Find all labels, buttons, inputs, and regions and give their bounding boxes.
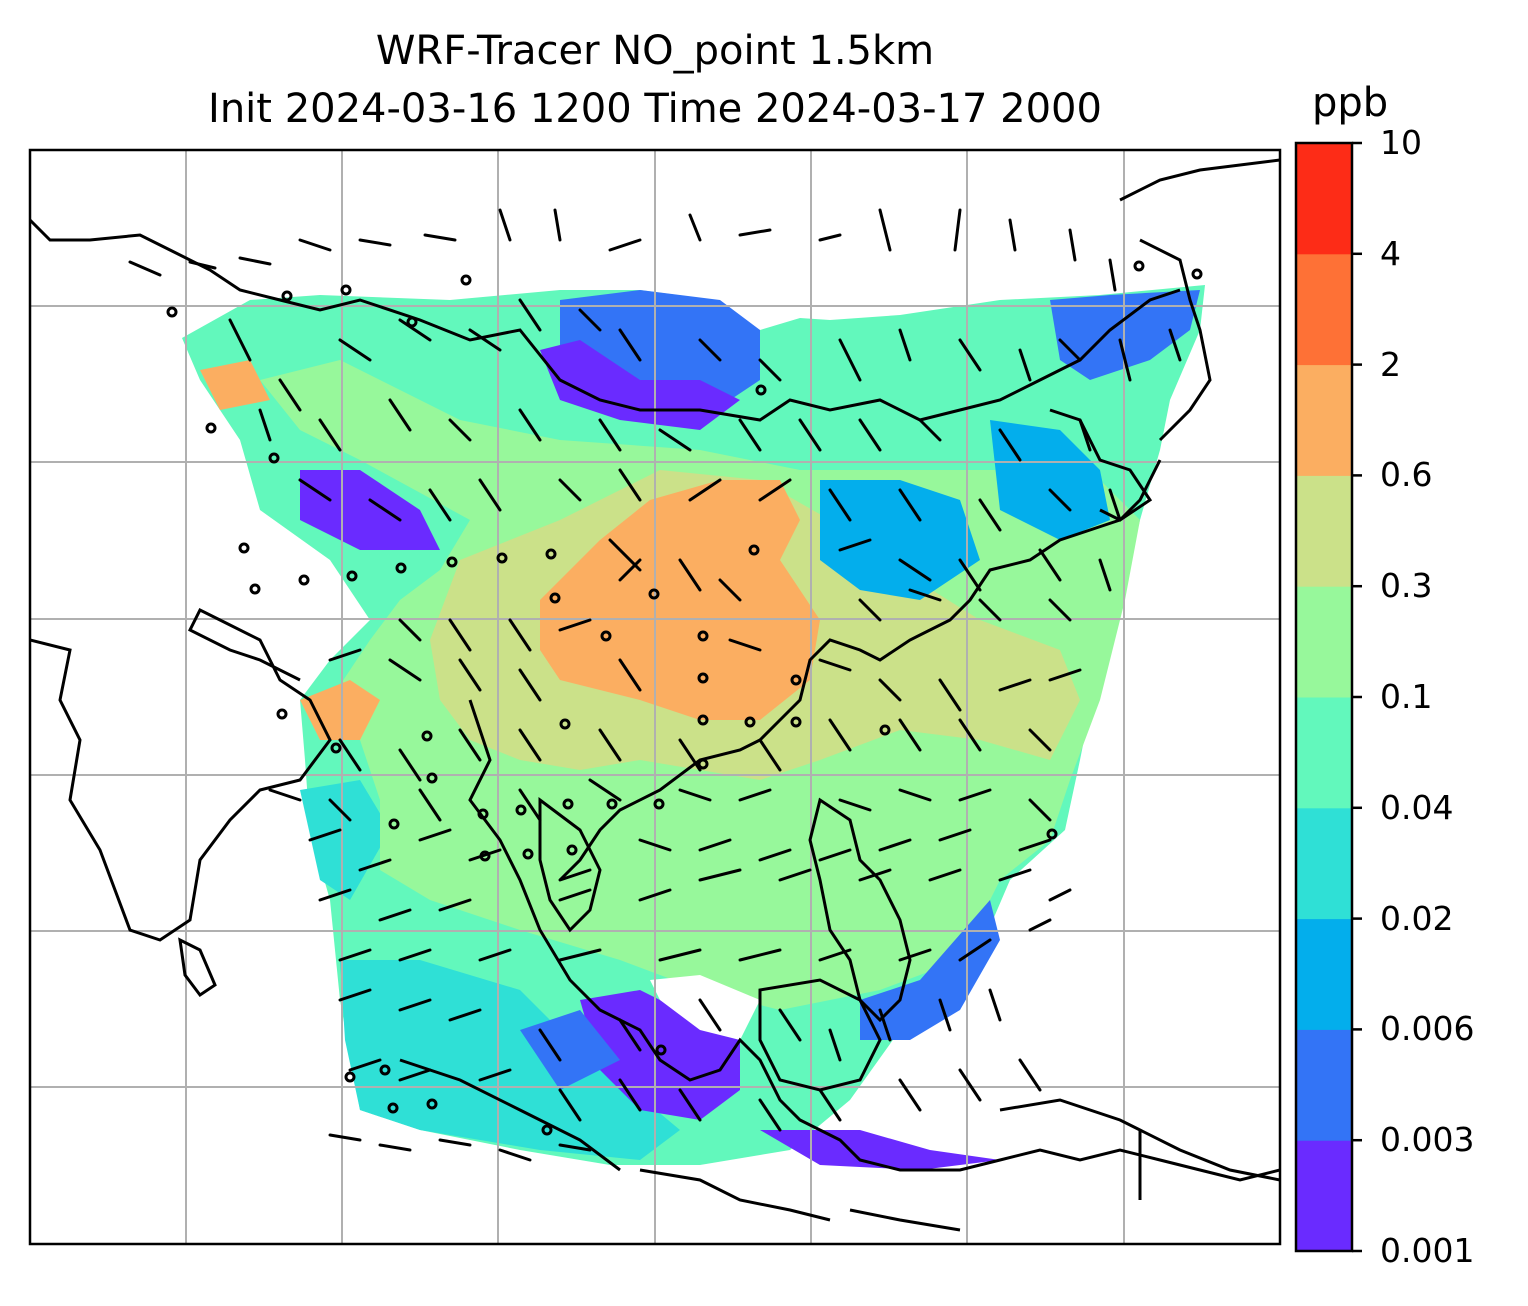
- field-band-2-b: [200, 360, 270, 410]
- colorbar-band: [1296, 918, 1352, 1030]
- coast-borneo: [758, 978, 882, 1092]
- coast-india: [30, 607, 332, 942]
- colorbar-band: [1296, 586, 1352, 698]
- coast-peninsula: [538, 797, 602, 933]
- field-band-040-b: [300, 780, 390, 900]
- colorbar-band: [1296, 143, 1352, 255]
- calm-wind-markers: [166, 260, 1203, 1136]
- field-low-ne-2: [990, 420, 1110, 540]
- field-low-southeast-2: [760, 1130, 1000, 1170]
- colorbar-tick-label: 0.02: [1380, 898, 1454, 938]
- colorbar: [1296, 143, 1352, 1252]
- colorbar-band: [1296, 475, 1352, 587]
- colorbar-band: [1296, 697, 1352, 809]
- field-lowest-north: [540, 340, 740, 430]
- colorbar-band: [1296, 1140, 1352, 1252]
- coast-japan: [1119, 158, 1280, 442]
- field-low-west: [300, 470, 440, 550]
- colorbar-tick-label: 0.3: [1380, 566, 1433, 606]
- coast-china-east: [558, 459, 1162, 882]
- colorbar-band: [1296, 253, 1352, 366]
- field-band-040: [340, 960, 680, 1160]
- colorbar-tick-label: 0.001: [1380, 1230, 1475, 1270]
- map-frame: [28, 148, 1282, 1246]
- colorbar-band: [1296, 1029, 1352, 1141]
- colorbar-tick-label: 10: [1380, 122, 1422, 162]
- colorbar-tick-label: 0.003: [1380, 1120, 1475, 1160]
- colorbar-tick-label: 0.006: [1380, 1009, 1475, 1049]
- coast-srilanka: [178, 937, 217, 998]
- colorbar-tick-label: 0.04: [1380, 787, 1454, 827]
- gridlines: [30, 150, 1280, 1244]
- figure-subtitle: Init 2024-03-16 1200 Time 2024-03-17 200…: [208, 86, 1102, 132]
- field-low-east: [820, 480, 980, 600]
- colorbar-tick-label: 0.6: [1380, 455, 1433, 495]
- colorbar-band: [1296, 364, 1352, 476]
- colorbar-tick-label: 4: [1380, 233, 1401, 273]
- colorbar-tick-label: 2: [1380, 344, 1401, 384]
- map-plot-area: [30, 150, 1280, 1244]
- tracer-field: [182, 285, 1205, 1170]
- colorbar-tick-label: 0.1: [1380, 676, 1433, 716]
- coast-philippines: [808, 797, 912, 1023]
- coast-sumatra: [399, 1058, 621, 1172]
- wind-barbs: [128, 208, 1182, 1162]
- coast-java: [639, 1168, 961, 1232]
- field-low-south-2: [520, 1010, 620, 1090]
- colorbar-band: [1296, 807, 1352, 920]
- field-band-2-c: [300, 680, 380, 740]
- colorbar-unit: ppb: [1312, 80, 1389, 126]
- colorbar-ticks: [1352, 141, 1362, 1253]
- figure-title: WRF-Tracer NO_point 1.5km: [375, 28, 935, 74]
- coast-indochina: [468, 699, 1280, 1182]
